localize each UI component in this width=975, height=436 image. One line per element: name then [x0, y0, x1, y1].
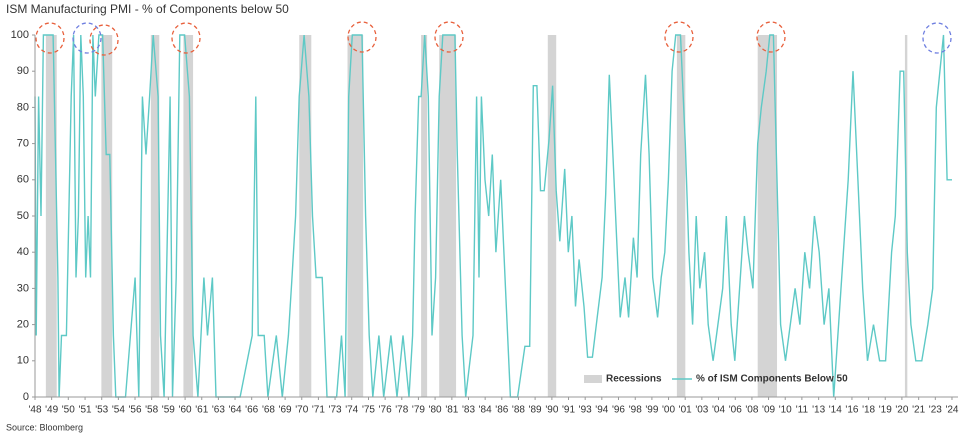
x-tick-label: '53 — [95, 405, 108, 416]
y-tick-label: 90 — [17, 65, 29, 77]
recession — [676, 35, 686, 397]
x-tick-label: '10 — [779, 405, 792, 416]
recession — [347, 35, 364, 397]
x-tick-label: '19 — [879, 405, 892, 416]
x-tick-label: '75 — [362, 405, 375, 416]
recession — [45, 35, 57, 397]
x-tick-label: '89 — [529, 405, 542, 416]
y-tick-label: 50 — [17, 210, 29, 222]
x-tick-label: '70 — [295, 405, 308, 416]
x-tick-label: '69 — [279, 405, 292, 416]
y-tick-label: 20 — [17, 319, 29, 331]
y-tick-label: 30 — [17, 282, 29, 294]
x-tick-label: '50 — [62, 405, 75, 416]
recession — [101, 35, 113, 397]
circle — [434, 21, 464, 53]
circle — [171, 22, 201, 54]
x-tick-label: '80 — [429, 405, 442, 416]
x-tick-label: '68 — [262, 405, 275, 416]
y-tick-label: 100 — [11, 29, 29, 41]
y-tick-label: 40 — [17, 246, 29, 258]
x-tick-label: '58 — [145, 405, 158, 416]
x-tick-label: '00 — [662, 405, 675, 416]
x-tick-label: '60 — [179, 405, 192, 416]
x-tick-label: '48 — [28, 405, 41, 416]
chart-title: ISM Manufacturing PMI - % of Components … — [6, 2, 289, 16]
x-tick-label: '76 — [379, 405, 392, 416]
recession — [757, 35, 778, 397]
legend-label: % of ISM Components Below 50 — [696, 374, 848, 385]
series — [34, 34, 952, 398]
x-tick-label: '06 — [729, 405, 742, 416]
x-tick-label: '81 — [445, 405, 458, 416]
x-tick-label: '56 — [128, 405, 141, 416]
recession-bands — [45, 35, 908, 397]
y-tick-label: 10 — [17, 355, 29, 367]
x-tick-label: '01 — [679, 405, 692, 416]
x-tick-label: '49 — [45, 405, 58, 416]
x-tick-label: '23 — [929, 405, 942, 416]
x-tick-label: '20 — [895, 405, 908, 416]
recession — [150, 35, 160, 397]
x-tick-label: '24 — [945, 405, 958, 416]
x-tick-label: '04 — [712, 405, 725, 416]
circle — [72, 22, 102, 54]
circle — [35, 22, 65, 54]
circle — [664, 21, 694, 53]
recession — [299, 35, 312, 397]
x-tick-label: '78 — [395, 405, 408, 416]
x-tick-label: '11 — [796, 405, 809, 416]
x-tick-label: '88 — [512, 405, 525, 416]
x-tick-label: '74 — [345, 405, 358, 416]
x-tick-label: '63 — [212, 405, 225, 416]
legend-label: Recessions — [606, 374, 662, 385]
x-tick-label: '18 — [862, 405, 875, 416]
x-tick-label: '51 — [79, 405, 92, 416]
x-tick-label: '71 — [312, 405, 325, 416]
x-tick-label: '84 — [479, 405, 492, 416]
x-tick-label: '61 — [195, 405, 208, 416]
x-tick-label: '91 — [562, 405, 575, 416]
x-tick-label: '09 — [762, 405, 775, 416]
x-tick-label: '86 — [495, 405, 508, 416]
recession — [421, 35, 428, 397]
circle — [922, 22, 952, 54]
x-tick-label: '98 — [629, 405, 642, 416]
x-tick-label: '54 — [112, 405, 125, 416]
annotations — [35, 21, 952, 56]
x-tick-label: '90 — [545, 405, 558, 416]
x-tick-label: '14 — [829, 405, 842, 416]
x-tick-label: '99 — [645, 405, 658, 416]
line — [34, 34, 952, 398]
x-tick-label: '96 — [612, 405, 625, 416]
x-tick-label: '08 — [745, 405, 758, 416]
x-tick-label: '03 — [695, 405, 708, 416]
x-tick-label: '64 — [229, 405, 242, 416]
source: Source: Bloomberg — [6, 422, 83, 432]
x-tick-label: '94 — [595, 405, 608, 416]
x-tick-label: '16 — [845, 405, 858, 416]
x-tick-label: '21 — [912, 405, 925, 416]
legend-swatch — [584, 375, 602, 383]
x-tick-label: '73 — [329, 405, 342, 416]
recession — [439, 35, 457, 397]
y-tick-label: 70 — [17, 138, 29, 150]
y-tick-label: 80 — [17, 101, 29, 113]
x-tick-label: '59 — [162, 405, 175, 416]
x-tick-label: '79 — [412, 405, 425, 416]
recession — [547, 35, 557, 397]
circle — [756, 21, 786, 53]
x-tick-label: '93 — [579, 405, 592, 416]
circle — [347, 21, 377, 53]
y-tick-label: 0 — [23, 391, 29, 403]
x-tick-label: '83 — [462, 405, 475, 416]
x-tick-label: '66 — [245, 405, 258, 416]
recession — [183, 35, 194, 397]
x-tick-label: '13 — [812, 405, 825, 416]
circle — [89, 24, 119, 56]
y-tick-label: 60 — [17, 174, 29, 186]
